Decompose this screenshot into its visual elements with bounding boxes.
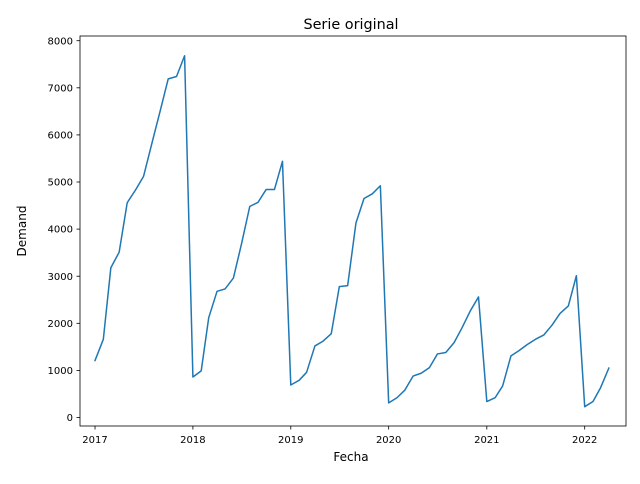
y-tick-label: 4000 — [48, 225, 73, 236]
y-tick-label: 3000 — [48, 272, 73, 283]
x-tick-label: 2021 — [474, 435, 499, 446]
y-axis-label: Demand — [15, 206, 29, 257]
x-tick-label: 2019 — [278, 435, 303, 446]
y-tick-label: 2000 — [48, 319, 73, 330]
x-tick-label: 2022 — [572, 435, 597, 446]
plot-area: 2017 2018 2019 2020 2021 2022 0 1000 2000 3000 400… — [48, 36, 626, 446]
chart-title: Serie original — [303, 17, 398, 33]
series-line-0 — [95, 56, 609, 407]
y-tick-label: 8000 — [48, 36, 73, 47]
axes-frame — [80, 36, 626, 426]
x-tick-label: 2020 — [376, 435, 401, 446]
y-tick-label: 6000 — [48, 131, 73, 142]
y-tick-label: 0 — [67, 413, 73, 424]
x-tick-label: 2017 — [82, 435, 107, 446]
x-axis-label: Fecha — [333, 450, 368, 464]
y-tick-label: 1000 — [48, 366, 73, 377]
y-tick-label: 5000 — [48, 178, 73, 189]
x-tick-label: 2018 — [180, 435, 205, 446]
y-tick-label: 7000 — [48, 83, 73, 94]
